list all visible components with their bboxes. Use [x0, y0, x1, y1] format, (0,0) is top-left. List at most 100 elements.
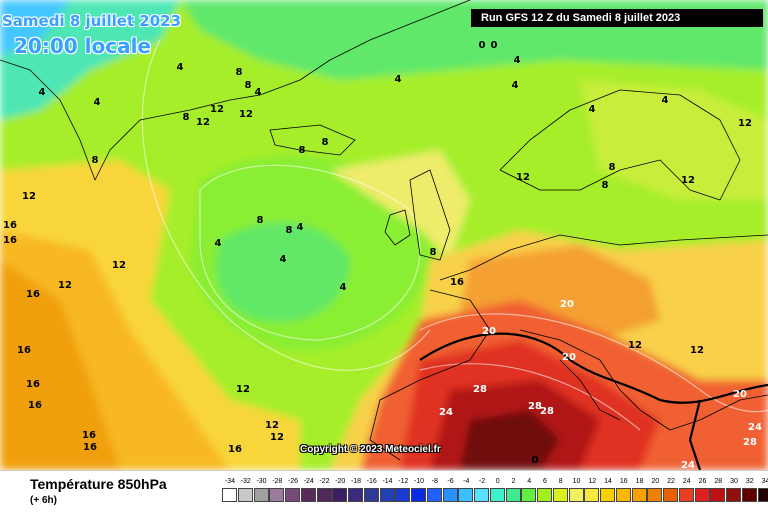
isotherm-label: 20	[482, 326, 496, 337]
local-time-title: 20:00 locale	[14, 34, 151, 58]
scandinavia-coast	[499, 89, 741, 201]
isotherm-label: 28	[540, 406, 554, 417]
legend-label: -24	[303, 478, 314, 485]
isotherm-label: 16	[28, 400, 42, 411]
field-british-isles	[330, 150, 470, 260]
legend-label: 24	[682, 478, 691, 485]
isotherm-label: 8	[236, 67, 243, 78]
isotherm-label: 28	[528, 401, 542, 412]
legend-label: -6	[447, 478, 454, 485]
isotherm-label: 8	[286, 225, 293, 236]
isotherm-label: 4	[177, 62, 184, 73]
isotherm-label: 16	[228, 444, 242, 455]
legend-swatch	[663, 488, 678, 502]
legend-swatch	[568, 488, 584, 502]
legend-swatch	[552, 488, 568, 502]
isotherm-label: 4	[512, 80, 519, 91]
borders-heavy	[419, 332, 768, 470]
legend-label: 30	[730, 478, 738, 485]
legend-swatch	[411, 488, 426, 502]
isotherm-24	[419, 363, 641, 431]
legend-swatch	[521, 488, 537, 502]
legend-swatch	[348, 488, 363, 502]
legend-label: -22	[319, 478, 330, 485]
temperature-fields	[0, 0, 768, 470]
greenland-coast	[0, 0, 471, 181]
legend-swatch	[489, 488, 505, 502]
legend-label: -4	[463, 478, 470, 485]
isotherm-label: 8	[245, 80, 252, 91]
isotherm-label: 8	[322, 137, 329, 148]
ireland-coast	[384, 209, 411, 246]
isotherm-label: 4	[340, 282, 347, 293]
temperature-legend: -34 -32 -30 -28 -26 -24 -22 -20 -18 -16 -14 -12 -10-…	[222, 477, 768, 507]
legend-swatch	[332, 488, 348, 502]
legend-swatch	[269, 488, 285, 502]
field-scandinavia	[580, 80, 768, 200]
italy-coast	[559, 359, 621, 421]
legend-swatch	[316, 488, 332, 502]
isotherm-label: 12	[236, 384, 250, 395]
isotherm-lines	[141, 39, 768, 431]
isotherm-label: 16	[83, 442, 97, 453]
legend-label: 12	[588, 478, 597, 485]
legend-label: -26	[287, 478, 299, 485]
legend-label: 34	[761, 478, 768, 485]
lead-time-label: (+ 6h)	[30, 495, 57, 506]
legend-swatch	[426, 488, 442, 502]
variable-title: Température 850hPa	[30, 476, 167, 492]
north-sea-baltic-coast	[439, 234, 768, 281]
mediterranean-coast	[519, 329, 768, 431]
legend-label: 2	[511, 478, 516, 485]
isotherm-label: 28	[743, 437, 757, 448]
isotherm-label: 12	[270, 432, 284, 443]
legend-label: -16	[366, 478, 377, 485]
run-info-banner: Run GFS 12 Z du Samedi 8 juillet 2023	[471, 9, 763, 27]
isotherm-label: 12	[265, 420, 279, 431]
legend-label: -8	[431, 478, 438, 485]
isotherm-label: 24	[439, 407, 453, 418]
isotherm-label: 4	[297, 222, 304, 233]
legend-label: 18	[635, 478, 644, 485]
isotherm-label: 20	[733, 389, 747, 400]
coastlines	[0, 0, 768, 461]
isotherm-label: 4	[395, 74, 402, 85]
isotherm-label: 12	[628, 340, 642, 351]
isotherm-12	[141, 39, 431, 371]
isotherm-label: 4	[662, 95, 669, 106]
isotherm-label: 12	[681, 175, 695, 186]
legend-swatch	[631, 488, 647, 502]
legend-label: 14	[604, 478, 612, 485]
isotherm-label: 4	[514, 55, 521, 66]
legend-label: 6	[543, 478, 547, 485]
legend-swatch	[474, 488, 489, 502]
legend-label: 22	[667, 478, 675, 485]
isotherm-label: 12	[239, 109, 253, 120]
iberia-coast	[369, 289, 491, 461]
isotherm-label: 0	[479, 40, 486, 51]
legend-swatch	[285, 488, 300, 502]
isotherm-label: 20	[560, 299, 574, 310]
legend-swatch	[379, 488, 395, 502]
isotherm-label: 20	[562, 352, 576, 363]
legend-swatch	[757, 488, 768, 502]
legend-swatch	[537, 488, 552, 502]
legend-swatch	[678, 488, 694, 502]
isotherm-label: 8	[602, 180, 609, 191]
isotherm-label: 12	[210, 104, 224, 115]
legend-swatch	[600, 488, 615, 502]
legend-label: 4	[527, 478, 532, 485]
legend-swatch	[222, 488, 237, 502]
isotherm-label: 12	[516, 172, 530, 183]
legend-swatch	[584, 488, 600, 502]
isotherm-label: 28	[473, 384, 487, 395]
legend-label: -28	[272, 478, 283, 485]
isotherm-label: 8	[609, 162, 616, 173]
legend-label: 26	[698, 478, 707, 485]
copyright-notice: Copyright © 2023 Meteociel.fr	[300, 444, 441, 455]
isotherm-label: 8	[299, 145, 306, 156]
legend-swatch	[253, 488, 269, 502]
